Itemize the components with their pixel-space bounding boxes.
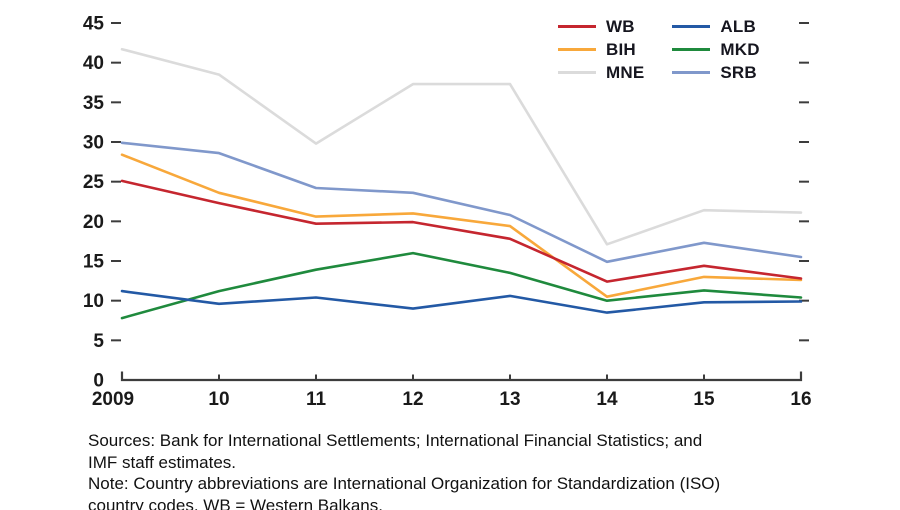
series-line-wb xyxy=(120,179,803,283)
source-note: Sources: Bank for International Settleme… xyxy=(88,430,848,510)
x-axis-label: 12 xyxy=(402,389,423,410)
series-line-srb xyxy=(120,141,803,264)
x-axis-label: 15 xyxy=(693,389,715,410)
legend-label-srb: SRB xyxy=(720,62,757,82)
legend-label-alb: ALB xyxy=(720,16,756,36)
legend-item-srb: SRB xyxy=(672,63,759,82)
legend-column-left: WB BIH MNE xyxy=(558,17,644,82)
line-chart: 0 5 10 15 20 25 30 35 40 45 2009 10 11 12 13 14 15 16 xyxy=(83,14,812,411)
y-axis-label: 0 xyxy=(93,371,104,392)
legend-label-bih: BIH xyxy=(606,39,636,59)
x-axis-label: 2009 xyxy=(92,389,134,410)
legend-label-mkd: MKD xyxy=(720,39,760,59)
legend-item-mne: MNE xyxy=(558,63,644,82)
series-line-bih xyxy=(120,153,803,299)
y-axis-label: 40 xyxy=(83,53,104,74)
source-line-1: Sources: Bank for International Settleme… xyxy=(88,431,703,450)
mne-line-swatch xyxy=(558,71,596,74)
y-axis-label: 15 xyxy=(83,252,105,273)
y-axis-label: 30 xyxy=(83,133,104,154)
legend-label-wb: WB xyxy=(606,16,635,36)
x-axis-label: 11 xyxy=(306,389,327,410)
y-axis-label: 25 xyxy=(83,172,105,193)
legend: WB BIH MNE ALB MKD SRB xyxy=(558,17,760,82)
bih-line-swatch xyxy=(558,48,596,51)
y-axis-label: 10 xyxy=(83,291,104,312)
series-line-mkd xyxy=(120,251,803,320)
legend-label-mne: MNE xyxy=(606,62,645,82)
x-axis-label: 10 xyxy=(208,389,229,410)
note-line-1: Note: Country abbreviations are Internat… xyxy=(88,474,721,493)
mkd-line-swatch xyxy=(672,48,711,51)
x-axis-label: 16 xyxy=(790,389,811,410)
y-axis-label: 5 xyxy=(93,331,104,352)
alb-line-swatch xyxy=(672,25,711,28)
y-axis-label: 45 xyxy=(83,14,105,35)
y-axis-label: 20 xyxy=(83,212,104,233)
legend-item-alb: ALB xyxy=(672,17,759,36)
legend-item-wb: WB xyxy=(558,17,644,36)
x-axis-label: 13 xyxy=(499,389,520,410)
legend-item-bih: BIH xyxy=(558,40,644,59)
x-axis-line xyxy=(120,371,803,382)
series-line-alb xyxy=(120,289,803,314)
y-axis-label: 35 xyxy=(83,93,105,114)
x-axis-label: 14 xyxy=(596,389,618,410)
wb-line-swatch xyxy=(558,25,596,28)
legend-item-mkd: MKD xyxy=(672,39,760,59)
source-line-2: IMF staff estimates. xyxy=(88,452,237,472)
srb-line-swatch xyxy=(672,71,711,74)
legend-column-right: ALB MKD SRB xyxy=(672,17,760,82)
note-line-2: country codes. WB = Western Balkans. xyxy=(88,495,383,510)
series-line-mne xyxy=(120,47,803,246)
